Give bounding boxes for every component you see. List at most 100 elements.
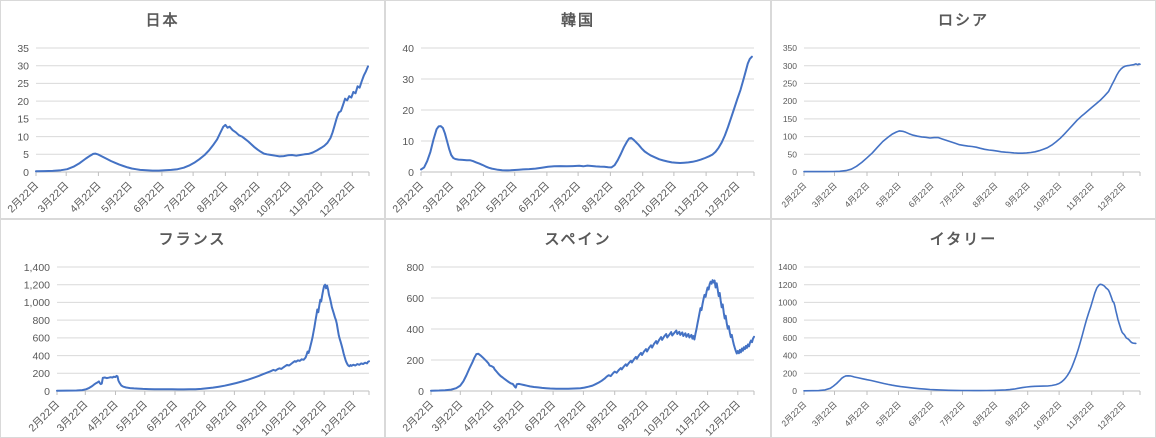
x-tick-label: 2月22日 (779, 180, 808, 209)
y-tick-label: 150 (783, 114, 797, 124)
y-tick-label: 0 (408, 167, 414, 179)
x-tick-label: 4月22日 (842, 399, 871, 428)
x-tick-label: 2月22日 (5, 180, 41, 216)
chart-title-france: フランス (158, 230, 227, 248)
x-tick-label: 5月22日 (99, 180, 135, 216)
chart-italy: イタリー 0 200 400 600 800 1000 1200 1400 2月22日 3月22日… (771, 219, 1156, 438)
x-tick-label: 10月22日 (1031, 180, 1063, 212)
x-tick-label: 6月22日 (131, 180, 167, 216)
x-tick-label: 3月22日 (421, 180, 457, 216)
y-tick-label: 1,000 (24, 297, 50, 309)
series-line-italy (803, 283, 1137, 392)
x-tick-label: 12月22日 (1095, 180, 1127, 212)
x-tick-label: 7月22日 (174, 399, 210, 435)
x-tick-label: 4月22日 (453, 180, 489, 216)
y-tick-label: 400 (32, 350, 50, 362)
x-tick-label: 5月22日 (484, 180, 520, 216)
y-tick-label: 20 (402, 105, 414, 117)
x-tick-label: 11月22日 (1064, 399, 1096, 431)
chart-korea: 韓国 0 10 20 30 40 2月22日 3月22日 4月22日 5月22日 6月22日 7月2… (385, 0, 771, 219)
x-tick-label: 11月22日 (1064, 180, 1096, 212)
x-tick-label: 7月22日 (553, 399, 589, 435)
y-tick-label: 800 (32, 315, 50, 327)
chart-plot-japan: 0 5 10 15 20 25 30 35 2月22日3月22日4月22日5月22日6月22日7… (5, 43, 370, 218)
chart-title-italy: イタリー (929, 230, 998, 248)
y-tick-label: 100 (783, 132, 797, 142)
x-tick-label: 8月22日 (970, 399, 999, 428)
y-tick-label: 0 (792, 386, 797, 396)
y-tick-label: 400 (406, 324, 424, 336)
y-tick-label: 0 (418, 386, 424, 398)
y-tick-label: 600 (32, 333, 50, 345)
x-tick-label: 8月22日 (204, 399, 240, 435)
x-tick-label: 4月22日 (461, 399, 497, 435)
chart-title-russia: ロシア (937, 11, 989, 29)
chart-title-japan: 日本 (145, 11, 180, 29)
y-tick-label: 1400 (778, 262, 797, 272)
x-tick-label: 9月22日 (1003, 399, 1032, 428)
y-tick-label: 0 (44, 386, 50, 398)
x-tick-label: 5月22日 (491, 399, 527, 435)
chart-title-spain: スペイン (544, 230, 612, 248)
y-tick-label: 600 (783, 333, 797, 343)
y-tick-label: 250 (783, 78, 797, 88)
chart-plot-italy: 0 200 400 600 800 1000 1200 1400 2月22日 3月22日 4月22日… (778, 262, 1141, 432)
x-tick-label: 8月22日 (580, 180, 616, 216)
x-tick-label: 5月22日 (874, 180, 903, 209)
x-tick-label: 10月22日 (1031, 399, 1063, 431)
series-line-korea (420, 55, 753, 172)
x-tick-label: 6月22日 (906, 180, 935, 209)
y-tick-label: 10 (402, 136, 414, 148)
y-tick-label: 1,400 (24, 262, 50, 274)
y-tick-label: 300 (783, 61, 797, 71)
x-tick-label: 7月22日 (938, 399, 967, 428)
chart-france: フランス 0 200 400 600 800 1,000 1,200 1,400 2月22日 3月… (0, 219, 385, 438)
series-line-france (56, 283, 370, 392)
y-tick-label: 400 (783, 351, 797, 361)
x-tick-label: 3月22日 (55, 399, 91, 435)
series-line-japan (35, 65, 369, 173)
x-tick-label: 7月22日 (547, 180, 583, 216)
y-tick-label: 35 (17, 43, 29, 55)
y-tick-label: 15 (17, 114, 29, 126)
series-line-russia (803, 63, 1141, 173)
y-tick-label: 0 (23, 167, 29, 179)
x-tick-label: 6月22日 (144, 399, 180, 435)
x-tick-label: 2月22日 (390, 180, 426, 216)
y-tick-label: 25 (17, 78, 29, 90)
y-tick-label: 30 (17, 60, 29, 72)
y-tick-label: 1200 (778, 280, 797, 290)
y-tick-label: 10 (17, 131, 29, 143)
x-tick-label: 5月22日 (874, 399, 903, 428)
x-tick-label: 9月22日 (1003, 180, 1032, 209)
y-tick-label: 20 (17, 96, 29, 108)
chart-japan: 日本 0 5 10 15 20 25 30 35 2月22日 3月22日 4月22日 5月22日 6月2… (0, 0, 385, 219)
x-tick-label: 6月22日 (522, 399, 558, 435)
x-tick-label: 6月22日 (516, 180, 552, 216)
y-tick-label: 200 (406, 355, 424, 367)
chart-spain: スペイン 0 200 400 600 800 2月22日 3月22日 4月22日 5月22日 6月… (385, 219, 771, 438)
chart-plot-russia: 0 50 100 150 200 250 300 350 2月22日 3月22日 4月22日 5月22… (779, 43, 1141, 213)
chart-plot-korea: 0 10 20 30 40 2月22日3月22日4月22日5月22日6月22日7月22日8… (390, 43, 755, 218)
x-tick-label: 3月22日 (810, 180, 839, 209)
chart-plot-spain: 0 200 400 600 800 2月22日3月22日4月22日5月22日6月22日7月… (400, 262, 755, 437)
x-tick-label: 8月22日 (584, 399, 620, 435)
x-tick-label: 12月22日 (1095, 399, 1127, 431)
chart-plot-france: 02004006008001,0001,2001,4002月22日3月22日4月… (24, 262, 370, 437)
x-tick-label: 7月22日 (162, 180, 198, 216)
x-tick-label: 3月22日 (36, 180, 72, 216)
chart-title-korea: 韓国 (560, 11, 595, 29)
x-tick-label: 3月22日 (810, 399, 839, 428)
x-tick-label: 3月22日 (430, 399, 466, 435)
y-tick-label: 30 (402, 74, 414, 86)
x-tick-label: 8月22日 (195, 180, 231, 216)
y-tick-label: 200 (783, 368, 797, 378)
y-tick-label: 40 (402, 43, 414, 55)
chart-russia: ロシア 0 50 100 150 200 250 300 350 2月22日 3月22日 4月22日… (771, 0, 1156, 219)
y-tick-label: 200 (783, 96, 797, 106)
x-tick-label: 5月22日 (114, 399, 150, 435)
y-tick-label: 1,200 (24, 279, 50, 291)
y-tick-label: 800 (406, 262, 424, 274)
x-tick-label: 6月22日 (906, 399, 935, 428)
